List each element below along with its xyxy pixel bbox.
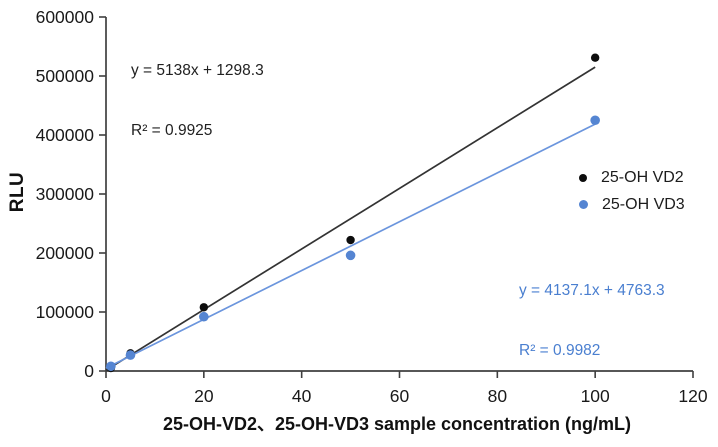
vd3-equation-annotation: y = 4137.1x + 4763.3 R² = 0.9982 — [519, 241, 665, 401]
legend-item-vd3: 25-OH VD3 — [579, 191, 685, 218]
x-tick-label: 40 — [292, 386, 312, 406]
x-tick-label: 100 — [581, 386, 610, 406]
x-tick-label: 0 — [101, 386, 111, 406]
y-tick-label: 500000 — [36, 66, 95, 86]
data-point-25-oh-vd2 — [346, 235, 355, 245]
vd2-equation-text: y = 5138x + 1298.3 — [131, 62, 264, 79]
data-point-25-oh-vd3 — [345, 250, 356, 261]
vd2-r-squared-text: R² = 0.9925 — [131, 122, 213, 139]
x-tick-label: 120 — [678, 386, 707, 406]
legend-label-vd3: 25-OH VD3 — [602, 195, 685, 213]
vd3-equation-text: y = 4137.1x + 4763.3 — [519, 282, 665, 299]
data-point-25-oh-vd3 — [199, 311, 209, 322]
data-point-25-oh-vd3 — [125, 350, 136, 360]
data-point-25-oh-vd3 — [590, 115, 600, 126]
vd3-r-squared-text: R² = 0.9982 — [519, 342, 601, 359]
legend: 25-OH VD2 25-OH VD3 — [579, 164, 685, 218]
x-axis-title: 25-OH-VD2、25-OH-VD3 sample concentration… — [162, 414, 632, 434]
x-tick-label: 80 — [488, 386, 508, 406]
vd2-marker-icon — [579, 173, 587, 182]
y-tick-label: 600000 — [36, 7, 95, 27]
vd2-equation-annotation: y = 5138x + 1298.3 R² = 0.9925 — [131, 21, 264, 181]
y-tick-label: 100000 — [36, 302, 95, 322]
x-tick-label: 20 — [194, 386, 214, 406]
trendline-25-oh-vd2 — [105, 66, 596, 371]
legend-label-vd2: 25-OH VD2 — [601, 168, 684, 186]
data-point-25-oh-vd3 — [106, 361, 116, 372]
data-point-25-oh-vd2 — [199, 303, 209, 312]
y-tick-label: 400000 — [36, 125, 95, 145]
y-tick-label: 300000 — [36, 184, 95, 204]
trendline-25-oh-vd3 — [105, 123, 596, 369]
legend-item-vd2: 25-OH VD2 — [579, 164, 685, 191]
y-tick-label: 200000 — [36, 243, 95, 263]
x-tick-label: 60 — [390, 386, 410, 406]
y-axis-title: RLU — [7, 171, 28, 213]
vd3-marker-icon — [579, 200, 588, 209]
data-point-25-oh-vd2 — [590, 53, 600, 62]
y-tick-label: 0 — [84, 361, 94, 381]
